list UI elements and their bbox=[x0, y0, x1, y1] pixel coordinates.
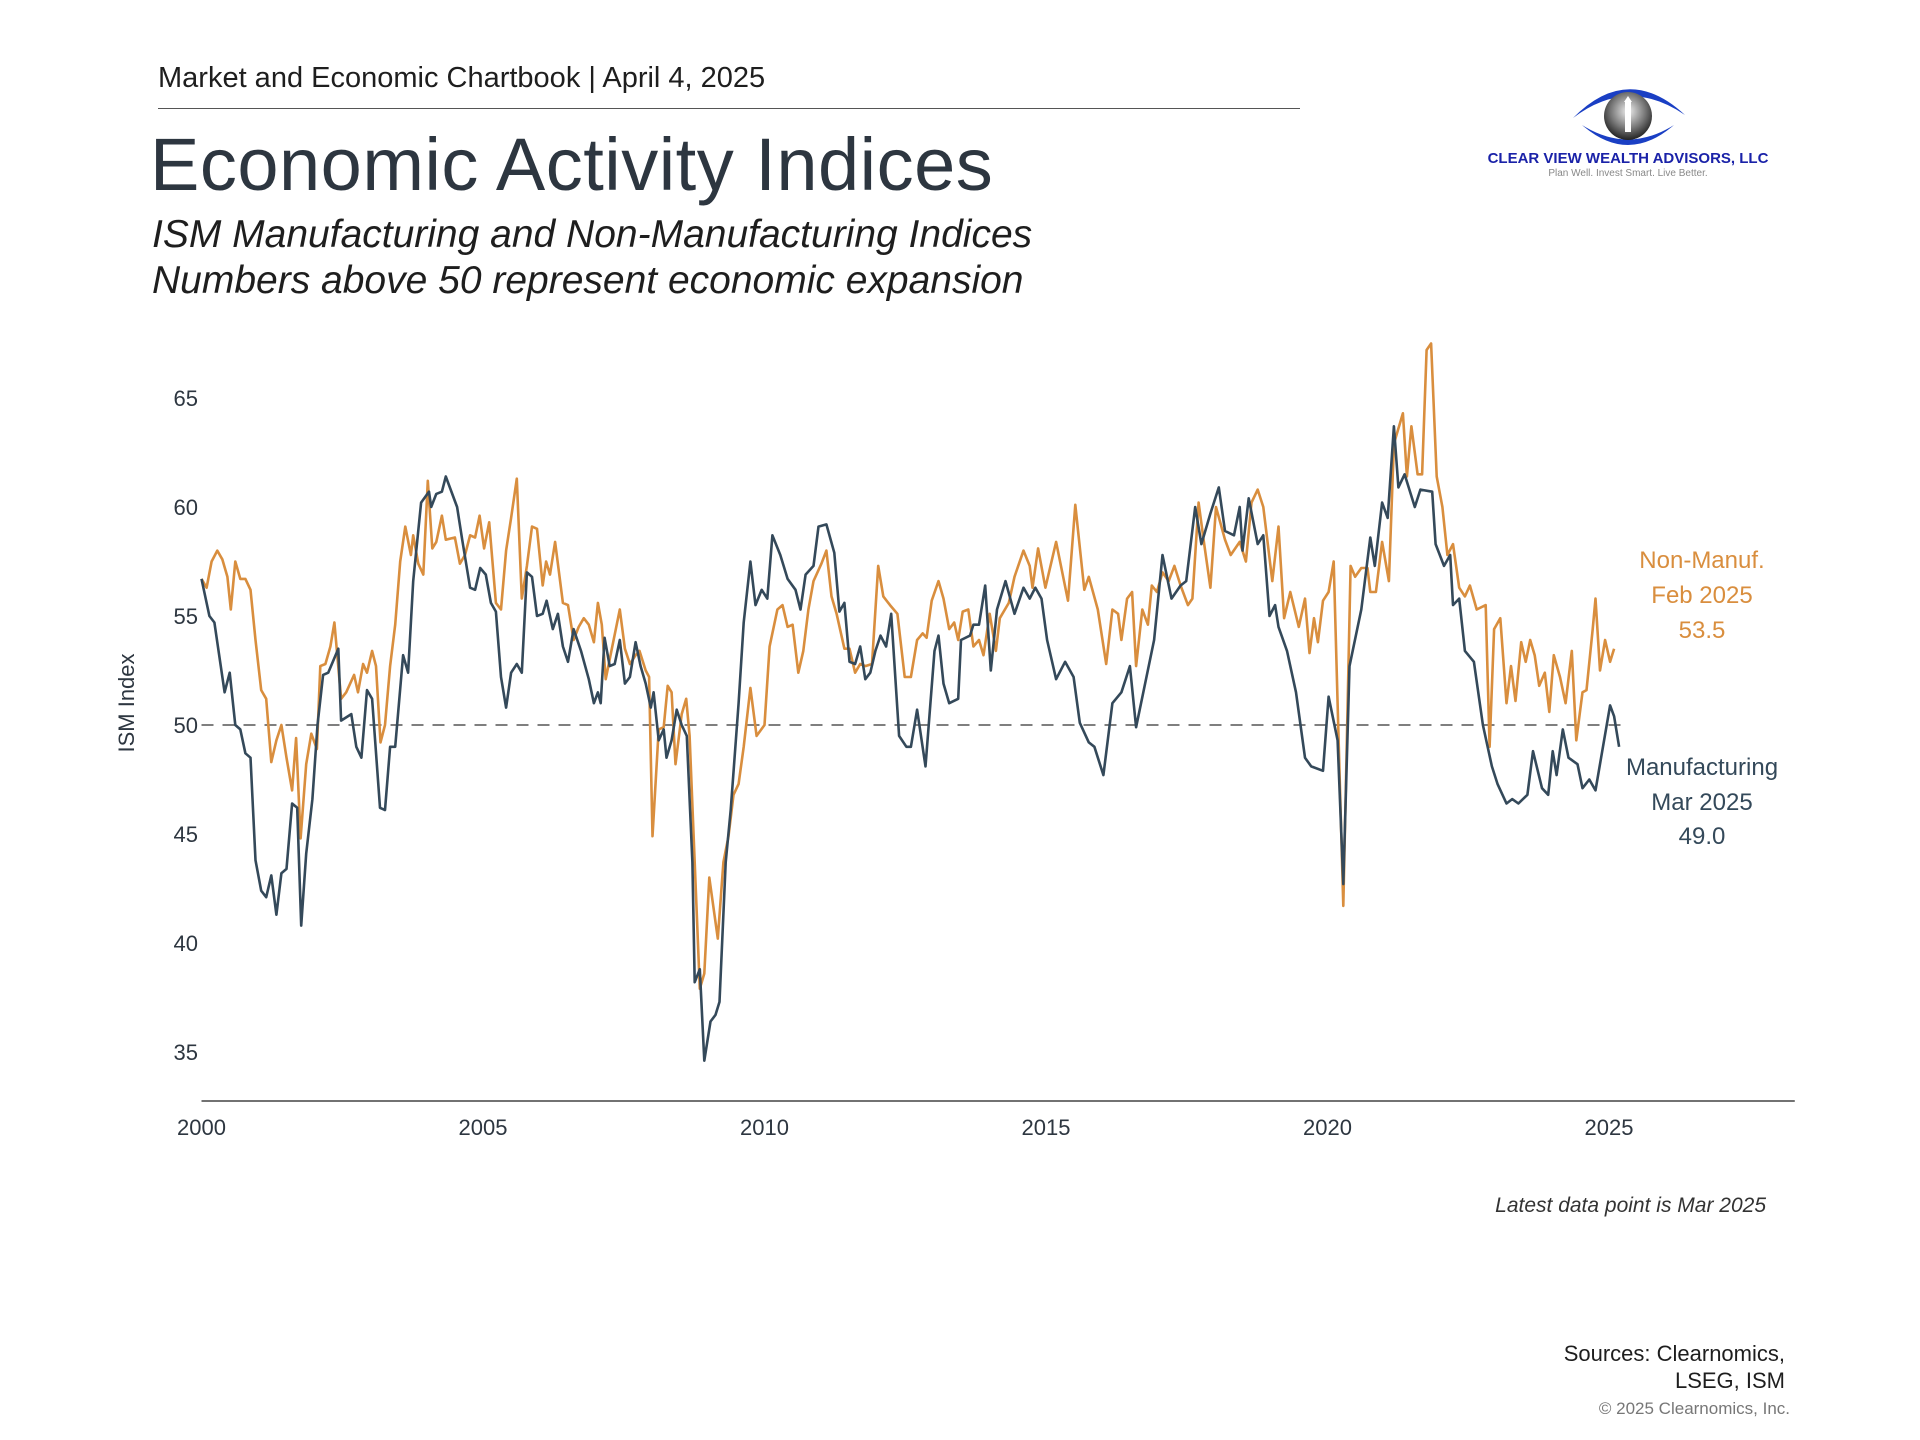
y-tick-label: 50 bbox=[174, 713, 198, 738]
manufacturing-label-line: Mar 2025 bbox=[1651, 789, 1752, 816]
subtitle-line-1: ISM Manufacturing and Non-Manufacturing … bbox=[152, 213, 1033, 256]
header-divider bbox=[158, 108, 1300, 109]
x-tick-label: 2000 bbox=[177, 1115, 226, 1140]
manufacturing-series-line bbox=[200, 425, 1621, 1062]
manufacturing-label-line: 49.0 bbox=[1679, 823, 1726, 850]
x-tick-label: 2025 bbox=[1585, 1115, 1634, 1140]
x-tick-label: 2015 bbox=[1022, 1115, 1071, 1140]
non-manufacturing-label-line: Feb 2025 bbox=[1651, 582, 1752, 609]
company-logo: CLEAR VIEW WEALTH ADVISORS, LLC Plan Wel… bbox=[1488, 89, 1769, 179]
y-tick-label: 45 bbox=[174, 822, 198, 847]
latest-data-note: Latest data point is Mar 2025 bbox=[1495, 1194, 1766, 1217]
non-manufacturing-label-line: 53.5 bbox=[1679, 617, 1726, 644]
subtitle-line-2: Numbers above 50 represent economic expa… bbox=[152, 259, 1024, 302]
y-tick-label: 55 bbox=[174, 604, 198, 629]
y-tick-label: 35 bbox=[174, 1040, 198, 1065]
y-tick-label: 65 bbox=[174, 386, 198, 411]
eye-icon bbox=[1573, 89, 1685, 145]
sources-note: Sources: Clearnomics, LSEG, ISM bbox=[1564, 1340, 1785, 1394]
page-title: Economic Activity Indices bbox=[150, 123, 994, 206]
x-tick-label: 2020 bbox=[1303, 1115, 1352, 1140]
y-axis-ticks: 35 40 45 50 55 60 65 bbox=[174, 386, 198, 1065]
x-tick-label: 2010 bbox=[740, 1115, 789, 1140]
y-tick-label: 40 bbox=[174, 931, 198, 956]
logo-tagline: Plan Well. Invest Smart. Live Better. bbox=[1548, 168, 1707, 179]
y-axis-label: ISM Index bbox=[114, 653, 139, 752]
x-tick-label: 2005 bbox=[459, 1115, 508, 1140]
manufacturing-label-line: Manufacturing bbox=[1626, 754, 1778, 781]
chartbook-header: Market and Economic Chartbook | April 4,… bbox=[158, 62, 766, 94]
logo-name: CLEAR VIEW WEALTH ADVISORS, LLC bbox=[1488, 150, 1769, 167]
non-manufacturing-label-line: Non-Manuf. bbox=[1639, 547, 1764, 574]
x-axis-ticks: 2000 2005 2010 2015 2020 2025 bbox=[177, 1115, 1633, 1140]
non-manufacturing-series-line bbox=[200, 342, 1616, 991]
copyright: © 2025 Clearnomics, Inc. bbox=[1598, 1399, 1790, 1418]
y-tick-label: 60 bbox=[174, 495, 198, 520]
sources-line-2: LSEG, ISM bbox=[1674, 1368, 1785, 1393]
sources-line-1: Sources: Clearnomics, bbox=[1563, 1341, 1785, 1366]
